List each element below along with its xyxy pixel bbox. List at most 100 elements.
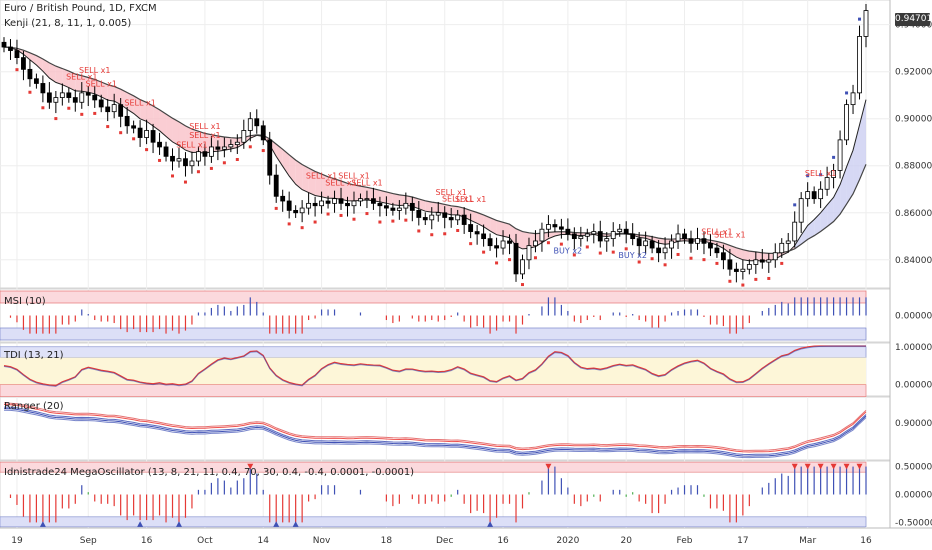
candle-up [306,202,312,209]
band-down-segment [360,186,367,201]
sell-signal-label: SELL x1 [435,188,466,197]
time-tick-label: Mar [799,536,816,546]
band-down-segment [42,58,50,79]
candle-up [591,231,597,235]
band-down-segment [198,131,205,154]
sell-dot [15,68,19,72]
candle-down [513,242,519,275]
candle-down [487,238,493,247]
time-tick-label: 14 [258,536,270,546]
sell-signal-label: SELL x1 [86,80,117,89]
candle-down [383,205,389,209]
band-down-segment [114,86,121,105]
band-down-segment [755,251,763,261]
time-tick-label: 16 [860,536,872,546]
msi-oversold-zone [0,327,867,341]
candle-down [254,118,260,127]
candle-up [500,240,506,249]
candle-up [740,268,746,272]
candle-down [442,212,448,218]
sell-signal-label: SELL x1 [124,99,155,108]
candle-down [649,240,655,249]
candle-down [571,233,577,240]
band-down-segment [36,55,43,72]
sell-dot [637,260,641,264]
candle-up [221,146,227,150]
band-down-segment [178,121,186,151]
candle-up [533,240,538,247]
band-down-segment [457,206,465,218]
candle-down [14,50,20,59]
band-down-segment [431,202,439,213]
candle-up [319,200,324,207]
candle-down [118,104,124,117]
candle-up [189,160,195,167]
sell-dot [235,157,239,161]
candle-down [92,94,98,101]
candle-down [461,214,467,225]
band-down-segment [153,106,160,131]
candle-down [630,233,636,240]
sell-signal-label: SELL x1 [189,131,220,140]
band-up-segment [853,125,860,195]
chart-title: Euro / British Pound, 1D, FXCM [4,3,157,14]
sell-dot [767,276,771,280]
sell-signal-label: SELL x1 [79,66,110,75]
ranger-line [3,409,867,459]
sell-dot [702,258,706,262]
candle-down [507,240,512,244]
price-tick-label: 0.86000 [895,209,932,219]
candle-down [811,191,817,200]
band-down-segment [166,113,173,142]
mega-buy-marker [273,521,280,527]
ranger-tick-label: 0.90000 [895,419,932,429]
sell-dot [728,279,732,283]
sell-signal-label: SELL x1 [442,195,473,204]
candle-up [351,200,357,207]
candle-down [1,41,7,48]
band-down-segment [81,75,89,93]
buy-dot [832,155,836,159]
candle-up [584,233,590,237]
candle-down [345,202,350,207]
candle-down [494,245,499,249]
candle-down [27,68,33,80]
sell-dot [391,219,395,223]
candle-down [565,228,571,235]
sell-dot [365,212,369,216]
candle-up [403,202,409,209]
candle-up [785,240,791,244]
buy-signal-label: BUY x2 [554,246,583,255]
mega-sell-marker [804,463,811,470]
candle-down [721,252,726,261]
band-down-segment [451,205,458,215]
candle-down [422,217,428,221]
candle-down [8,46,13,51]
band-down-segment [379,190,387,204]
band-down-segment [68,71,76,91]
buy-signal-label: BUY x2 [618,251,647,260]
time-tick-label: Dec [436,536,453,546]
candle-down [416,210,422,218]
candle-up [837,139,843,171]
sell-dot [598,251,602,255]
sell-dot [417,229,421,233]
band-down-segment [658,238,666,245]
time-tick-label: 18 [381,536,393,546]
sell-dot [611,250,615,254]
sell-dot [209,166,213,170]
candle-up [850,92,856,106]
sell-signal-label: SELL x1 [805,169,836,178]
mega-sell-marker [791,463,798,470]
sell-dot [248,145,252,149]
price-tick-label: 0.90000 [895,115,932,125]
sell-dot [572,253,576,257]
candle-down [390,207,396,211]
candle-up [53,97,59,103]
band-down-segment [172,118,179,146]
candle-up [234,141,240,145]
candle-down [163,146,169,157]
band-down-segment [159,109,167,137]
sell-dot [28,90,32,94]
band-down-segment [366,187,374,201]
